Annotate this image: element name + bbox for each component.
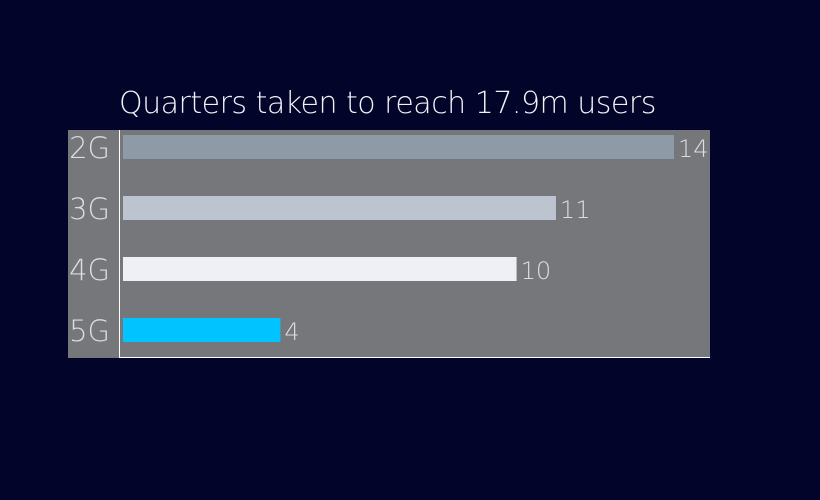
value-label-2g: 14: [678, 135, 709, 163]
category-label-5g: 5G: [69, 314, 110, 348]
bar-3g: [123, 196, 556, 220]
chart-title: Quarters taken to reach 17.9m users: [119, 86, 656, 121]
bar-4g: [123, 257, 517, 281]
value-label-5g: 4: [284, 318, 299, 346]
bar-5g: [123, 318, 281, 342]
category-label-3g: 3G: [69, 192, 110, 226]
bar-2g: [123, 135, 674, 159]
category-label-4g: 4G: [69, 253, 110, 287]
value-label-3g: 11: [560, 196, 591, 224]
value-label-4g: 10: [521, 257, 552, 285]
category-label-2g: 2G: [69, 131, 110, 165]
